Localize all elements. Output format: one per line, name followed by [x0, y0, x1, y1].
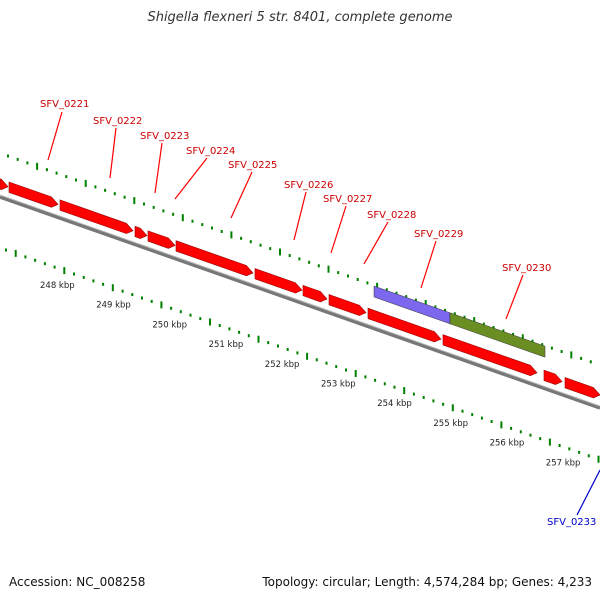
gene-arrow[interactable]: [564, 377, 600, 399]
gene-label[interactable]: SFV_0227: [323, 194, 372, 205]
genome-backbone: [0, 195, 600, 410]
gene-arrow[interactable]: [302, 284, 328, 303]
kbp-label: 255 kbp: [433, 419, 468, 429]
gene-label[interactable]: SFV_0221: [40, 99, 89, 110]
gene-arrow[interactable]: [442, 334, 538, 377]
gene-arrow[interactable]: [0, 178, 9, 191]
gene-arrow[interactable]: [8, 181, 59, 208]
gene-label-leader: [420, 240, 437, 289]
kbp-label: 251 kbp: [209, 340, 244, 350]
gene-label[interactable]: SFV_0228: [367, 210, 416, 221]
kbp-labels: 248 kbp 249 kbp 250 kbp 251 kbp 252 kbp 253 k…: [40, 281, 580, 468]
gene-label-leader: [154, 142, 163, 194]
gene-features: [0, 178, 600, 399]
gene-label[interactable]: SFV_0229: [414, 229, 463, 240]
gene-label-leader: [505, 274, 524, 320]
gene-arrow[interactable]: [254, 268, 303, 294]
gene-arrow[interactable]: [134, 225, 148, 239]
gene-label[interactable]: SFV_0226: [284, 180, 333, 191]
gene-label-leader: [330, 205, 347, 254]
gene-arrow[interactable]: [367, 307, 442, 343]
page-title: Shigella flexneri 5 str. 8401, complete …: [147, 10, 453, 25]
gene-arrow[interactable]: [175, 240, 254, 277]
kbp-label: 252 kbp: [265, 360, 300, 370]
kbp-label: 257 kbp: [546, 458, 581, 468]
kbp-label: 250 kbp: [152, 320, 187, 330]
highlight-gene-label[interactable]: SFV_0233: [547, 517, 596, 528]
gene-label[interactable]: SFV_0225: [228, 160, 277, 171]
gene-label[interactable]: SFV_0224: [186, 146, 235, 157]
gene-labels: SFV_0221 SFV_0222 SFV_0223 SFV_0224 SFV_0225…: [40, 99, 600, 528]
gene-label-leader: [47, 111, 63, 161]
gene-label[interactable]: SFV_0230: [502, 263, 551, 274]
green-feature-bar[interactable]: [449, 312, 546, 358]
gene-label-leader: [174, 157, 208, 200]
gene-arrow[interactable]: [147, 230, 176, 249]
kbp-label: 256 kbp: [490, 439, 525, 449]
gene-label[interactable]: SFV_0223: [140, 131, 189, 142]
gene-label-leader: [109, 127, 117, 179]
gene-label-leader: [363, 221, 389, 265]
kbp-label: 248 kbp: [40, 281, 75, 291]
kbp-label: 249 kbp: [96, 301, 131, 311]
gene-label-leader: [293, 191, 307, 241]
kbp-label: 253 kbp: [321, 380, 356, 390]
gene-arrow[interactable]: [328, 294, 367, 316]
genome-backbone-highlight: [0, 194, 600, 407]
gene-arrow[interactable]: [543, 369, 563, 385]
accession-text: Accession: NC_008258: [9, 575, 146, 589]
kbp-label: 254 kbp: [377, 399, 412, 409]
gene-label-leader: [230, 171, 253, 219]
gene-arrow[interactable]: [59, 199, 134, 234]
gene-label[interactable]: SFV_0222: [93, 116, 142, 127]
highlight-label-leader: [576, 469, 600, 516]
genome-summary-text: Topology: circular; Length: 4,574,284 bp…: [262, 575, 592, 589]
